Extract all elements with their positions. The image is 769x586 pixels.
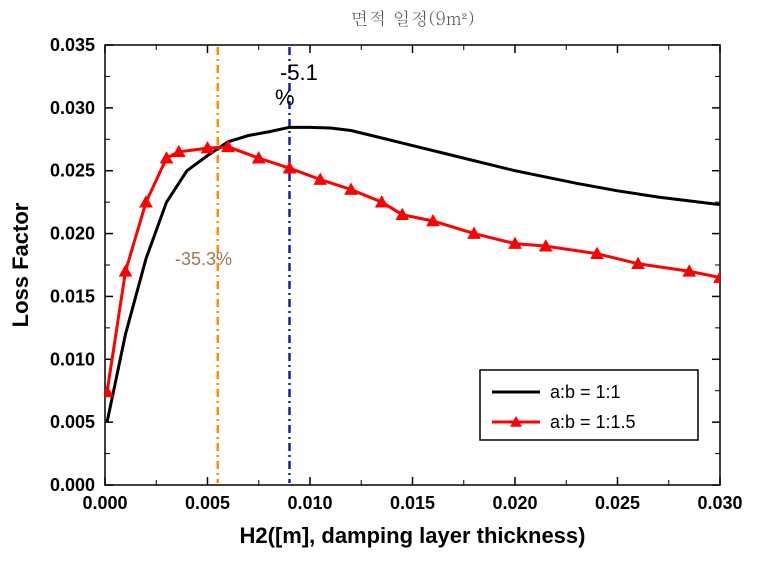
chart-container: 면적 일정(9m²) 0.000 0.005 0.010 0.015 0.020 0.025… xyxy=(0,0,769,586)
x-tick-label: 0.020 xyxy=(492,493,537,513)
x-tick-label: 0.005 xyxy=(185,493,230,513)
x-tick-label: 0.030 xyxy=(697,493,742,513)
y-tick-label: 0.020 xyxy=(50,224,95,244)
legend-label: a:b = 1:1.5 xyxy=(550,412,636,432)
annotation-text: -5.1 xyxy=(280,60,318,85)
y-tick-label: 0.005 xyxy=(50,412,95,432)
annotation-text: % xyxy=(275,85,295,110)
y-tick-label: 0.000 xyxy=(50,475,95,495)
x-tick-label: 0.025 xyxy=(595,493,640,513)
x-axis-label: H2([m], damping layer thickness) xyxy=(240,523,586,548)
y-axis-label: Loss Factor xyxy=(8,202,33,327)
y-tick-label: 0.035 xyxy=(50,35,95,55)
y-tick-label: 0.030 xyxy=(50,98,95,118)
x-tick-label: 0.000 xyxy=(82,493,127,513)
chart-svg: 면적 일정(9m²) 0.000 0.005 0.010 0.015 0.020 0.025… xyxy=(0,0,769,586)
chart-title: 면적 일정(9m²) xyxy=(351,6,475,31)
y-tick-label: 0.025 xyxy=(50,161,95,181)
legend-label: a:b = 1:1 xyxy=(550,382,621,402)
annotation-text: -35.3% xyxy=(175,249,232,269)
y-tick-label: 0.015 xyxy=(50,286,95,306)
y-tick-label: 0.010 xyxy=(50,349,95,369)
x-tick-label: 0.010 xyxy=(287,493,332,513)
x-tick-label: 0.015 xyxy=(390,493,435,513)
